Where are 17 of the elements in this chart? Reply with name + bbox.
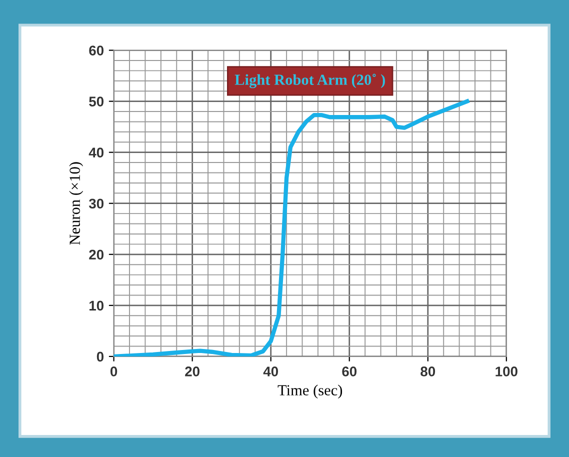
line-series (114, 99, 470, 356)
x-axis-title: Time (sec) (278, 384, 342, 399)
x-tick-label: 60 (342, 366, 357, 376)
y-tick-label: 20 (89, 250, 104, 260)
y-tick-label: 10 (90, 300, 104, 311)
y-axis-title: Neuron (×10) (69, 162, 84, 245)
x-tick-label: 20 (185, 366, 200, 376)
x-tick-label: 80 (420, 366, 436, 376)
y-tick-label: 30 (88, 198, 104, 209)
y-tick-label: 50 (89, 96, 104, 106)
x-tick-label: 0 (110, 366, 118, 376)
y-tick-label: 0 (96, 352, 104, 362)
y-tick-label: 40 (88, 148, 104, 158)
text: Light Robot Arm (20˚ ) (234, 74, 385, 88)
x-tick-label: 40 (263, 366, 278, 376)
x-tick-label: 100 (496, 366, 518, 376)
y-tick-label: 60 (89, 46, 104, 56)
